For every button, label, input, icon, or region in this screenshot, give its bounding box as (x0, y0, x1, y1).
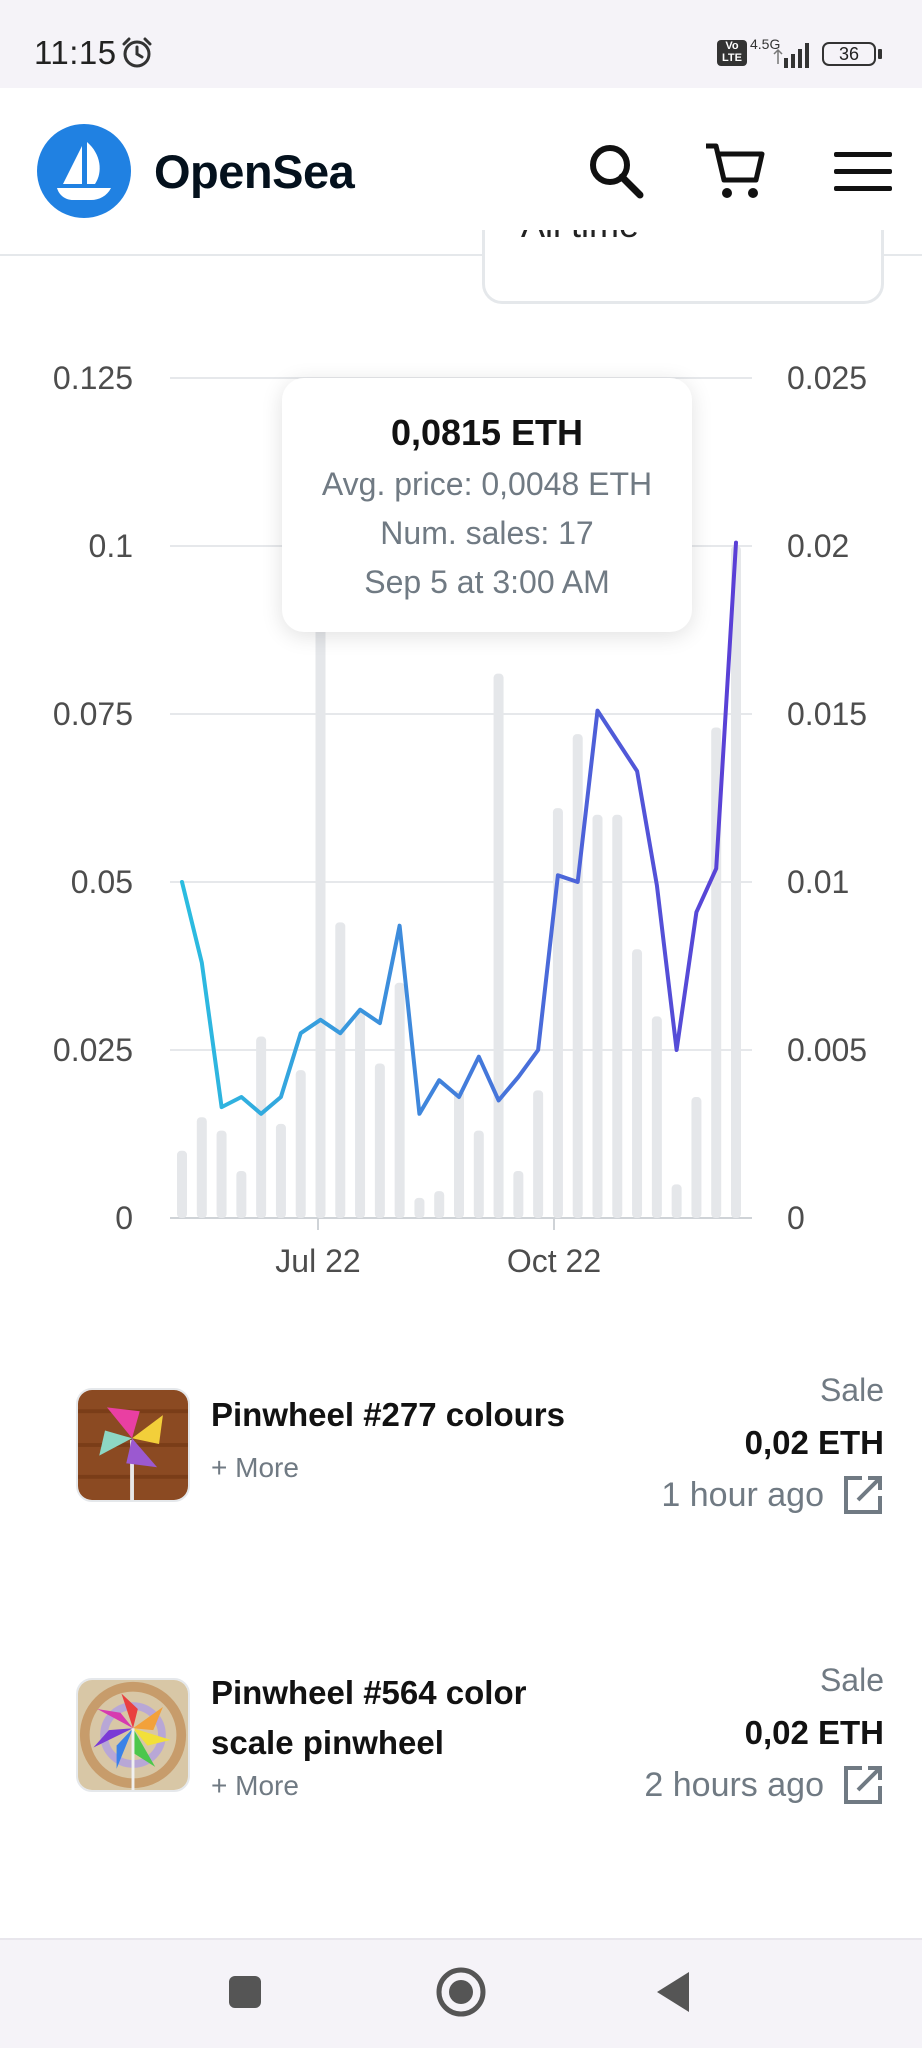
nft-name[interactable]: Pinwheel #277 colours (211, 1396, 565, 1433)
volte-icon: Vo LTE (717, 40, 747, 66)
volume-bar[interactable] (612, 814, 623, 1218)
volume-bar[interactable] (552, 808, 563, 1218)
cart-icon[interactable] (702, 138, 768, 204)
volume-bar[interactable] (473, 1130, 484, 1218)
right-axis-tick-label: 0.02 (787, 528, 849, 564)
event-time: 2 hours ago (644, 1766, 824, 1804)
more-link[interactable]: + More (211, 1770, 299, 1801)
status-bar: 11:15 Vo LTE 4.5G 36 (0, 0, 922, 88)
tooltip-avg-price: Avg. price: 0,0048 ETH (321, 466, 653, 502)
volume-bar[interactable] (216, 1130, 227, 1218)
pinwheel-image-icon (78, 1390, 188, 1500)
volume-bar[interactable] (513, 1170, 524, 1218)
home-icon[interactable] (431, 1962, 491, 2022)
right-axis-tick-label: 0.005 (787, 1032, 867, 1068)
search-icon[interactable] (582, 138, 648, 204)
more-link[interactable]: + More (211, 1452, 299, 1483)
volume-bar[interactable] (592, 814, 603, 1218)
brand-name[interactable]: OpenSea (154, 145, 355, 198)
volume-bar[interactable] (275, 1123, 286, 1218)
external-link-icon[interactable] (840, 1764, 884, 1808)
menu-icon[interactable] (830, 138, 896, 204)
volume-bar[interactable] (434, 1191, 445, 1218)
left-axis-tick-label: 0 (115, 1200, 133, 1236)
volume-bar[interactable] (632, 949, 643, 1218)
period-select[interactable]: All time (482, 230, 884, 304)
left-axis-tick-label: 0.075 (53, 696, 133, 732)
alarm-icon (122, 37, 152, 68)
volume-bar[interactable] (651, 1016, 662, 1218)
top-header: OpenSea (0, 88, 922, 256)
x-axis-tick-label: Jul 22 (275, 1243, 360, 1279)
volume-bar[interactable] (355, 1009, 366, 1218)
x-axis-tick-label: Oct 22 (507, 1243, 601, 1279)
volume-bar[interactable] (374, 1063, 385, 1218)
left-axis-tick-label: 0.125 (53, 360, 133, 396)
activity-row[interactable]: Pinwheel #277 colours + More Sale 0,02 E… (0, 1362, 922, 1562)
volume-bar[interactable] (295, 1070, 306, 1218)
event-price: 0,02 ETH (744, 1714, 884, 1751)
tooltip-date: Sep 5 at 3:00 AM (364, 564, 610, 600)
tooltip-value: 0,0815 ETH (390, 412, 584, 453)
period-select-value: All time (521, 230, 639, 246)
event-time: 1 hour ago (661, 1476, 824, 1514)
nft-name[interactable]: Pinwheel #564 color scale pinwheel (211, 1674, 527, 1761)
nft-thumbnail[interactable] (76, 1678, 190, 1792)
volume-bar[interactable] (256, 1036, 267, 1218)
volume-bar[interactable] (454, 1090, 464, 1218)
volume-bar[interactable] (236, 1170, 247, 1218)
volume-bar[interactable] (533, 1090, 544, 1218)
volume-bar[interactable] (691, 1097, 702, 1218)
network-label: 4.5G (750, 36, 781, 52)
chart-svg: 0.125 0.025 0.1 0.02 0.075 0.015 0.05 0.01 0.025… (53, 360, 867, 1279)
left-axis-tick-label: 0.05 (71, 864, 133, 900)
status-time: 11:15 (34, 34, 117, 71)
right-axis-tick-label: 0.025 (787, 360, 867, 396)
external-link-icon[interactable] (840, 1474, 884, 1518)
volume-bar[interactable] (414, 1197, 425, 1218)
system-nav-bar (0, 1938, 922, 2048)
signal-icon (773, 43, 809, 68)
volume-bar[interactable] (315, 546, 326, 1218)
tooltip-num-sales: Num. sales: 17 (380, 515, 594, 551)
event-type: Sale (819, 1372, 884, 1408)
right-axis-tick-label: 0.01 (787, 864, 849, 900)
left-axis-tick-label: 0.1 (89, 528, 133, 564)
chart-tooltip: 0,0815 ETH Avg. price: 0,0048 ETH Num. s… (282, 378, 692, 632)
volume-bar[interactable] (177, 1150, 187, 1218)
opensea-logo-icon[interactable] (37, 124, 131, 218)
volume-bar[interactable] (572, 734, 583, 1218)
volume-bar[interactable] (335, 922, 346, 1218)
price-history-chart: 0.125 0.025 0.1 0.02 0.075 0.015 0.05 0.01 0.025… (0, 330, 922, 1300)
avg-price-line (180, 540, 738, 1116)
event-price: 0,02 ETH (744, 1424, 884, 1461)
left-axis-tick-label: 0.025 (53, 1032, 133, 1068)
battery-tip (878, 49, 882, 59)
right-axis-tick-label: 0.015 (787, 696, 867, 732)
pinwheel-image-icon (78, 1680, 188, 1790)
back-icon[interactable] (645, 1962, 705, 2022)
ship-icon (57, 142, 111, 200)
recents-icon[interactable] (215, 1962, 275, 2022)
volume-bar[interactable] (394, 982, 405, 1218)
event-type: Sale (819, 1662, 884, 1698)
right-axis-tick-label: 0 (787, 1200, 805, 1236)
battery-icon: 36 (822, 42, 876, 66)
volume-bar[interactable] (731, 546, 741, 1218)
nft-thumbnail[interactable] (76, 1388, 190, 1502)
volume-bar[interactable] (196, 1117, 207, 1218)
activity-row[interactable]: Pinwheel #564 color scale pinwheel + Mor… (0, 1652, 922, 1872)
volume-bar[interactable] (493, 673, 504, 1218)
volume-bar[interactable] (671, 1184, 682, 1218)
